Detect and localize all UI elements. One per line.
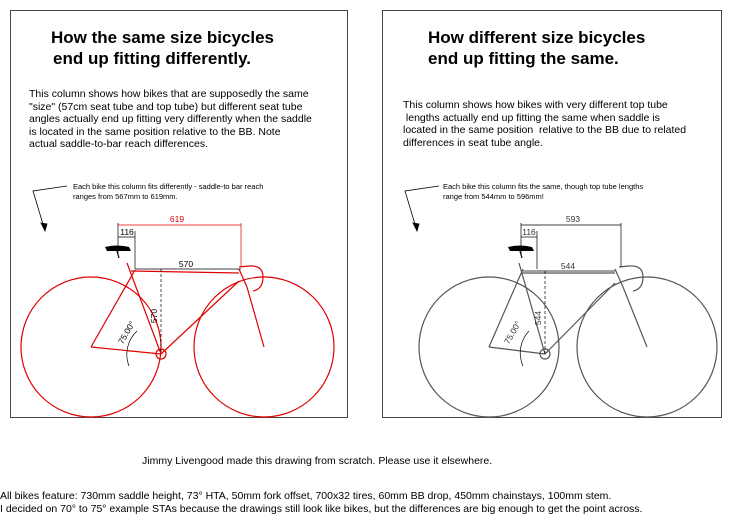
left-note-line-1: Each bike this column fits differently -…: [73, 182, 264, 191]
right-note-line-1: Each bike this column fits the same, tho…: [443, 182, 644, 191]
right-desc-line-3: located in the same position relative to…: [403, 124, 687, 136]
right-rear-wheel: [418, 276, 560, 418]
right-bicycle-drawing: 593 116 544 544 75.00°: [404, 185, 718, 418]
footer-explanation-line: I decided on 70° to 75° example STAs bec…: [0, 503, 643, 515]
left-reach-label: 619: [170, 214, 184, 224]
right-reach-label: 593: [566, 214, 580, 224]
left-title-line-1: How the same size bicycles: [51, 28, 274, 47]
right-title-line-2: end up fitting the same.: [428, 49, 619, 68]
left-setback-label: 116: [120, 227, 134, 237]
right-panel-title: How different size bicycles end up fitti…: [428, 27, 645, 69]
right-bike-frame: [418, 262, 718, 418]
right-title-line-1: How different size bicycles: [428, 28, 646, 47]
left-desc-line-1: This column shows how bikes that are sup…: [29, 88, 309, 100]
left-note-line-2: ranges from 567mm to 619mm.: [73, 192, 178, 201]
right-panel: How different size bicycles end up fitti…: [382, 10, 722, 418]
left-desc-line-2: "size" (57cm seat tube and top tube) but…: [29, 100, 303, 113]
left-panel-description: This column shows how bikes that are sup…: [29, 88, 312, 151]
right-panel-note: Each bike this column fits the same, tho…: [443, 182, 643, 202]
left-bicycle-drawing: 619 116 570 570 75.00°: [20, 185, 335, 418]
left-dimension-lines: [117, 223, 242, 367]
right-seat-angle-label: 75.00°: [502, 319, 523, 345]
left-seat-tube-label: 570: [149, 309, 159, 323]
right-desc-line-4: differences in seat tube angle.: [403, 136, 543, 149]
right-setback-label: 116: [522, 227, 536, 237]
left-panel-note: Each bike this column fits differently -…: [73, 182, 263, 202]
left-top-tube-label: 570: [179, 259, 193, 269]
left-desc-line-5: actual saddle-to-bar reach differences.: [29, 138, 208, 150]
left-desc-line-4: is located in the same position relative…: [29, 125, 281, 138]
right-desc-line-2: lengths actually end up fitting the same…: [403, 111, 660, 124]
footer-specs-line: All bikes feature: 730mm saddle height, …: [0, 490, 612, 502]
right-panel-description: This column shows how bikes with very di…: [403, 99, 686, 149]
left-panel-title: How the same size bicycles end up fittin…: [51, 27, 274, 69]
right-front-wheel: [576, 276, 718, 418]
left-front-wheel: [193, 276, 335, 418]
right-dimension-lines: [519, 223, 622, 367]
right-seat-tube-label: 544: [533, 311, 543, 325]
right-desc-line-1: This column shows how bikes with very di…: [403, 99, 668, 111]
right-top-tube-label: 544: [561, 261, 575, 271]
left-panel: How the same size bicycles end up fittin…: [10, 10, 348, 418]
left-callout-arrow: [32, 185, 68, 233]
right-callout-arrow: [404, 185, 440, 233]
left-bike-frame: [20, 262, 335, 418]
left-desc-line-3: angles actually end up fitting very diff…: [29, 113, 312, 125]
credit-text: Jimmy Livengood made this drawing from s…: [142, 455, 493, 467]
left-title-line-2: end up fitting differently.: [53, 49, 251, 68]
right-note-line-2: range from 544mm to 596mm!: [443, 192, 544, 201]
left-seat-angle-label: 75.00°: [116, 319, 137, 345]
